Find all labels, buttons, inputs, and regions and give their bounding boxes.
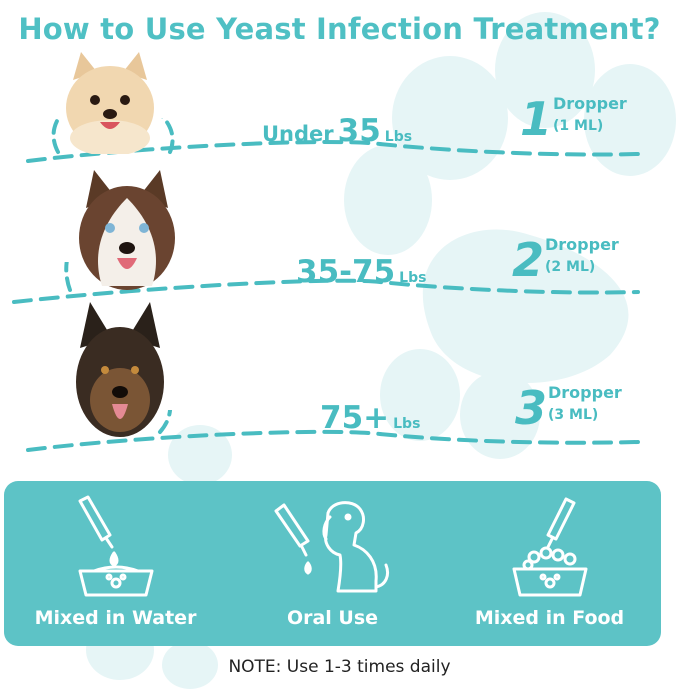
dropper-water-bowl-icon [78,495,153,597]
weight-range-1: Under 35 Lbs [262,113,413,149]
method-label-water: Mixed in Water [34,607,197,629]
pomeranian-photo [66,52,154,154]
method-food: Mixed in Food [440,481,659,646]
usage-methods-panel: Mixed in Water Oral Use [4,481,661,646]
page-title: How to Use Yeast Infection Treatment? [18,12,661,46]
dropper-dog-icon [274,501,389,593]
dashed-divider-1 [26,118,640,163]
weight-range-2: 35-75 Lbs [296,254,427,290]
usage-note: NOTE: Use 1-3 times daily [228,657,451,677]
method-label-oral: Oral Use [286,607,379,629]
dropper-food-bowl-icon [512,497,587,597]
method-oral: Oral Use [223,481,442,646]
method-label-food: Mixed in Food [474,607,625,629]
weight-range-3: 75+ Lbs [320,400,421,436]
german-shepherd-photo [76,302,164,437]
husky-photo [79,170,175,290]
dashed-divider-2 [12,262,640,304]
method-water: Mixed in Water [6,481,225,646]
dashed-divider-3 [26,410,640,452]
